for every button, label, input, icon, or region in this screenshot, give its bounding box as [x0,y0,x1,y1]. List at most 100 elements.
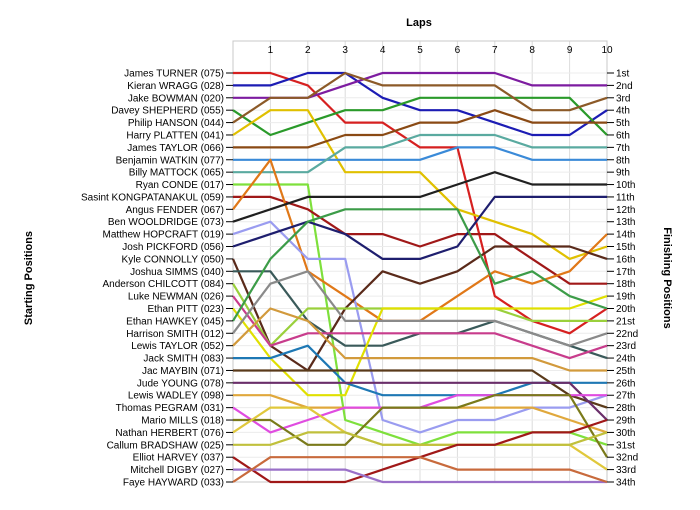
finishing-position-label: 24th [616,354,635,365]
starting-position-label: Angus FENDER (067) [126,205,224,216]
series-line [232,295,608,360]
finishing-position-label: 3rd [616,93,630,104]
starting-position-label: Luke NEWMAN (026) [128,292,224,303]
finishing-position-label: 14th [616,230,635,241]
series-line [232,109,608,260]
series-line [232,195,607,260]
finishing-position-label: 26th [616,378,635,389]
starting-position-label: Josh PICKFORD (056) [122,242,224,253]
starting-position-label: Ben WOOLDRIDGE (073) [108,217,224,228]
finishing-position-label: 31st [616,440,635,451]
finishing-position-label: 23rd [616,341,636,352]
starting-position-label: Jac MAYBIN (071) [142,366,224,377]
grid [232,40,608,483]
starting-position-label: Mario MILLS (018) [141,416,224,427]
finishing-position-label: 18th [616,279,635,290]
starting-position-labels: James TURNER (075)Kieran WRAGG (028)Jake… [81,69,233,489]
finishing-position-label: 22nd [616,329,638,340]
starting-position-label: Benjamin WATKIN (077) [116,155,224,166]
starting-position-label: Jack SMITH (083) [143,354,224,365]
starting-position-label: Jude YOUNG (078) [137,378,224,389]
starting-position-label: Matthew HOPCRAFT (019) [102,230,224,241]
series-line [231,245,608,372]
finishing-position-label: 28th [616,403,635,414]
series-line [232,220,608,434]
series-line [232,171,607,223]
starting-position-label: Billy MATTOCK (065) [129,168,224,179]
starting-position-label: Thomas PEGRAM (031) [116,403,224,414]
starting-position-label: Sasint KONGPATANAKUL (059) [81,192,224,203]
chart-title: Laps [406,17,432,29]
finishing-position-label: 8th [616,155,630,166]
finishing-position-label: 4th [616,106,630,117]
series-lines [231,71,608,484]
finishing-position-label: 13th [616,217,635,228]
series-line [233,381,608,421]
finishing-position-label: 6th [616,130,630,141]
series-line [233,195,607,285]
finishing-position-label: 10th [616,180,635,191]
series-line [233,146,607,161]
series-line [233,369,608,409]
finishing-position-label: 17th [616,267,635,278]
x-tick-label: 6 [455,45,461,56]
starting-position-label: Joshua SIMMS (040) [130,267,224,278]
starting-position-label: Callum BRADSHAW (025) [107,440,224,451]
series-line [233,71,608,335]
starting-position-label: James TURNER (075) [124,69,224,80]
x-tick-label: 8 [529,45,535,56]
finishing-position-label: 7th [616,143,630,154]
series-line [232,71,608,124]
y-axis-label-left: Starting Positions [23,231,35,325]
finishing-position-labels: 1st2nd3rd4th5th6th7th8th9th10th11th12th1… [607,69,638,489]
starting-position-label: Davey SHEPHERD (055) [111,106,224,117]
finishing-position-label: 21st [616,316,635,327]
finishing-position-label: 25th [616,366,635,377]
x-tick-label: 10 [601,45,613,56]
starting-position-label: Elliot HARVEY (037) [133,453,224,464]
starting-position-label: Ethan PITT (023) [147,304,224,315]
starting-position-label: Mitchell DIGBY (027) [130,465,224,476]
starting-position-label: Harrison SMITH (012) [126,329,224,340]
finishing-position-label: 9th [616,168,630,179]
finishing-position-label: 1st [616,69,630,80]
finishing-position-label: 32nd [616,453,638,464]
x-tick-label: 5 [417,45,423,56]
series-line [233,133,607,174]
x-tick-label: 2 [305,45,311,56]
starting-position-label: James TAYLOR (066) [127,143,224,154]
starting-position-label: Harry PLATTEN (041) [126,130,224,141]
finishing-position-label: 29th [616,416,635,427]
series-line [232,96,608,137]
finishing-position-label: 27th [616,391,635,402]
series-line [233,109,607,149]
starting-position-label: Nathan HERBERT (076) [115,428,224,439]
finishing-position-label: 20th [616,304,635,315]
series-line [232,456,608,484]
starting-position-label: Lewis WADLEY (098) [128,391,224,402]
series-line [232,307,607,372]
starting-position-label: Ethan HAWKEY (045) [126,316,224,327]
x-tick-label: 4 [380,45,386,56]
finishing-position-label: 33rd [616,465,636,476]
finishing-position-label: 2nd [616,81,633,92]
finishing-position-label: 30th [616,428,635,439]
finishing-position-label: 34th [616,478,635,489]
starting-position-label: Jake BOWMAN (020) [128,93,224,104]
series-line [233,431,608,446]
finishing-position-label: 12th [616,205,635,216]
starting-position-label: Kieran WRAGG (028) [127,81,224,92]
y-axis-label-right: Finishing Positions [661,227,673,328]
x-tick-label: 1 [268,45,274,56]
finishing-position-label: 11th [616,192,635,203]
series-line [232,270,608,347]
starting-position-label: Philip HANSON (044) [128,118,224,129]
starting-position-label: Ryan CONDE (017) [136,180,224,191]
x-tick-label: 3 [342,45,348,56]
finishing-position-label: 19th [616,292,635,303]
finishing-position-label: 5th [616,118,630,129]
starting-position-label: Kyle CONNOLLY (050) [122,254,224,265]
finishing-position-label: 15th [616,242,635,253]
x-tick-label: 9 [567,45,573,56]
x-tick-labels: 1 2 3 4 5 6 7 8 9 10 [268,45,613,56]
